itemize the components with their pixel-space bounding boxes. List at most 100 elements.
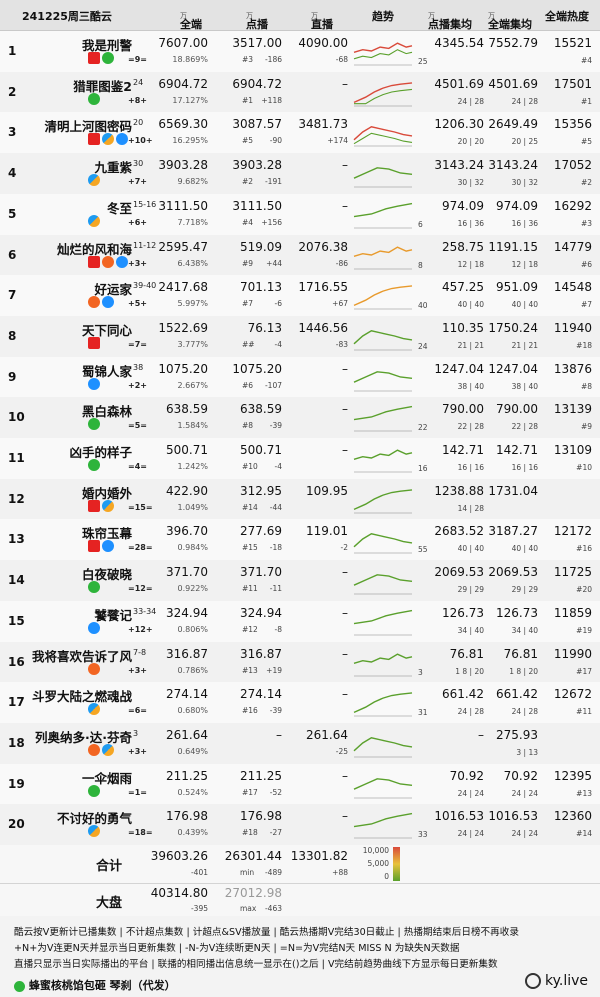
drama-title[interactable]: 我将喜欢告诉了风 [31, 648, 132, 664]
drama-title[interactable]: 冬至 [106, 200, 132, 216]
table-row[interactable]: 20 不讨好的勇气 =18= 176.98 0.439% 176.98 #18 … [0, 804, 600, 847]
col-total: 全端 [180, 18, 202, 31]
ondemand-value: 701.13 [240, 280, 282, 295]
trend-sparkline [353, 406, 413, 432]
platform-icons [88, 784, 100, 797]
live-value: 1446.56 [298, 320, 348, 335]
total-ep-avg-episodes: 34 | 40 [511, 625, 538, 635]
total-value: 261.64 [166, 727, 208, 742]
total-ep-avg: 2069.53 [488, 565, 538, 580]
total-value: 2417.68 [158, 280, 208, 295]
heat-value: 12395 [553, 768, 592, 783]
drama-title[interactable]: 我是刑警 [81, 38, 132, 53]
drama-title[interactable]: 天下同心 [81, 322, 132, 338]
drama-title[interactable]: 好运家 [94, 282, 132, 298]
table-row[interactable]: 16 我将喜欢告诉了风 7-8 +3+ 316.87 0.786% 316.87… [0, 641, 600, 684]
table-row[interactable]: 15 饕餮记 33-34 +12+ 324.94 0.806% 324.94 #… [0, 600, 600, 643]
table-row[interactable]: 18 列奥纳多·达·芬奇 3 +3+ 261.64 0.649% – 261.6… [0, 722, 600, 765]
brand-icon [14, 980, 25, 992]
ondemand-ep-avg: 1247.04 [434, 361, 484, 376]
table-row[interactable]: 17 斗罗大陆之燃魂战 =6= 274.14 0.680% 274.14 #16… [0, 682, 600, 725]
total-value: 3903.28 [158, 158, 208, 173]
total-ep-avg: 275.93 [496, 727, 538, 742]
drama-title[interactable]: 一伞烟雨 [81, 770, 132, 786]
site-name[interactable]: ky.live [524, 973, 588, 989]
drama-title[interactable]: 清明上河图密码 [44, 119, 132, 135]
table-row[interactable]: 12 婚内婚外 =15= 422.90 1.049% 312.95 #14 -4… [0, 478, 600, 521]
ondemand-value: 371.70 [240, 565, 282, 580]
rank: 18 [8, 735, 25, 750]
table-row[interactable]: 7 好运家 39-40 +5+ 2417.68 5.997% 701.13 #7… [0, 275, 600, 318]
drama-title[interactable]: 猎罪图鉴2 [73, 78, 132, 94]
drama-title[interactable]: 凶手的样子 [69, 445, 132, 460]
total-ep-avg-episodes: 38 | 40 [511, 381, 538, 391]
total-share: 18.869% [172, 55, 208, 64]
youku-icon [88, 621, 100, 634]
rank: 12 [8, 491, 25, 506]
trend-sparkline [353, 285, 413, 310]
drama-title[interactable]: 列奥纳多·达·芬奇 [35, 729, 132, 745]
table-row[interactable]: 10 黑白森林 =5= 638.59 1.584% 638.59 #8 -39 … [0, 397, 600, 440]
table-row[interactable]: 9 蜀锦人家 38 +2+ 1075.20 2.667% 1075.20 #6 … [0, 356, 600, 399]
table-row[interactable]: 1 我是刑警 =9= 7607.00 18.869% 3517.00 #3 -1… [0, 31, 600, 73]
sum-label: 合计 [96, 859, 123, 874]
drama-title[interactable]: 不讨好的勇气 [56, 811, 132, 827]
mango-tv-icon [88, 296, 100, 309]
live-value: – [342, 158, 348, 173]
total-value: 6569.30 [158, 117, 208, 132]
table-row[interactable]: 5 冬至 15-16 +6+ 3111.50 7.718% 3111.50 #4… [0, 193, 600, 236]
total-value: 324.94 [166, 605, 208, 620]
platform-icons [88, 418, 100, 431]
table-row[interactable]: 2 猎罪图鉴2 24 +8+ 6904.72 17.127% 6904.72 #… [0, 71, 600, 114]
legend-top: 10,000 [362, 846, 389, 855]
live-delta: -83 [335, 339, 348, 349]
live-delta: -86 [335, 258, 348, 268]
table-row[interactable]: 8 天下同心 =7= 1522.69 3.777% 76.13 ## -4 14… [0, 315, 600, 358]
episode-count: 11-12 [133, 240, 157, 250]
table-row[interactable]: 19 一伞烟雨 =1= 211.25 0.524% 211.25 #17 -52… [0, 763, 600, 806]
total-ep-avg-episodes: 22 | 28 [511, 422, 538, 432]
drama-title[interactable]: 九重紫 [94, 160, 132, 176]
live-delta: -68 [335, 55, 348, 64]
drama-title[interactable]: 珠帘玉幕 [81, 526, 132, 542]
total-value: 176.98 [166, 809, 208, 824]
table-row[interactable]: 3 清明上河图密码 20 +10+ 6569.30 16.295% 3087.5… [0, 112, 600, 155]
ondemand-delta: +19 [266, 665, 282, 675]
drama-title[interactable]: 蜀锦人家 [81, 363, 132, 379]
brand-credit: 蜂蜜核桃馅包砸 琴刹（代发） [14, 977, 176, 993]
heat-rank: #16 [576, 544, 592, 554]
episode-count: 3 [133, 728, 139, 738]
drama-title[interactable]: 婚内婚外 [81, 485, 132, 501]
ondemand-delta: -44 [269, 502, 282, 512]
live-value: – [342, 198, 348, 213]
drama-title[interactable]: 灿烂的风和海 [56, 241, 132, 257]
site-logo-icon [524, 973, 541, 989]
table-row[interactable]: 4 九重紫 30 +7+ 3903.28 9.682% 3903.28 #2 -… [0, 153, 600, 196]
col-ondemand-avg: 点播集均 [428, 18, 472, 31]
table-row[interactable]: 11 凶手的样子 =4= 500.71 1.242% 500.71 #10 -4… [0, 438, 600, 480]
total-share: 0.649% [177, 746, 208, 756]
ondemand-ep-avg-episodes: 1 8 | 20 [455, 666, 484, 676]
col-trend: 趋势 [372, 10, 394, 23]
total-ep-avg: 4501.69 [488, 76, 538, 91]
total-ep-avg: 7552.79 [488, 36, 538, 50]
update-status: =4= [128, 462, 147, 471]
trend-end-label: 33 [418, 830, 428, 840]
drama-title[interactable]: 白夜破晓 [81, 567, 132, 583]
table-row[interactable]: 14 白夜破晓 =12= 371.70 0.922% 371.70 #11 -1… [0, 560, 600, 603]
update-status: +2+ [128, 380, 147, 390]
drama-title[interactable]: 饕餮记 [94, 607, 132, 623]
table-row[interactable]: 6 灿烂的风和海 11-12 +3+ 2595.47 6.438% 519.09… [0, 234, 600, 277]
update-status: =28= [128, 543, 153, 553]
drama-title[interactable]: 黑白森林 [81, 404, 132, 420]
ondemand-rank: #5 [242, 136, 254, 146]
heat-rank: #3 [580, 218, 592, 228]
notes-section: 酷云按V更新计已播集数 | 不计超点集数 | 计超点&SV播放量 | 酷云热播期… [0, 916, 600, 997]
drama-title[interactable]: 斗罗大陆之燃魂战 [31, 689, 132, 705]
table-row[interactable]: 13 珠帘玉幕 =28= 396.70 0.984% 277.69 #15 -1… [0, 519, 600, 562]
heat-value: 17052 [553, 158, 592, 173]
trend-sparkline [353, 777, 413, 798]
trend-sparkline [353, 488, 413, 513]
total-value: 638.59 [166, 402, 208, 417]
ondemand-value: 6904.72 [232, 76, 282, 91]
